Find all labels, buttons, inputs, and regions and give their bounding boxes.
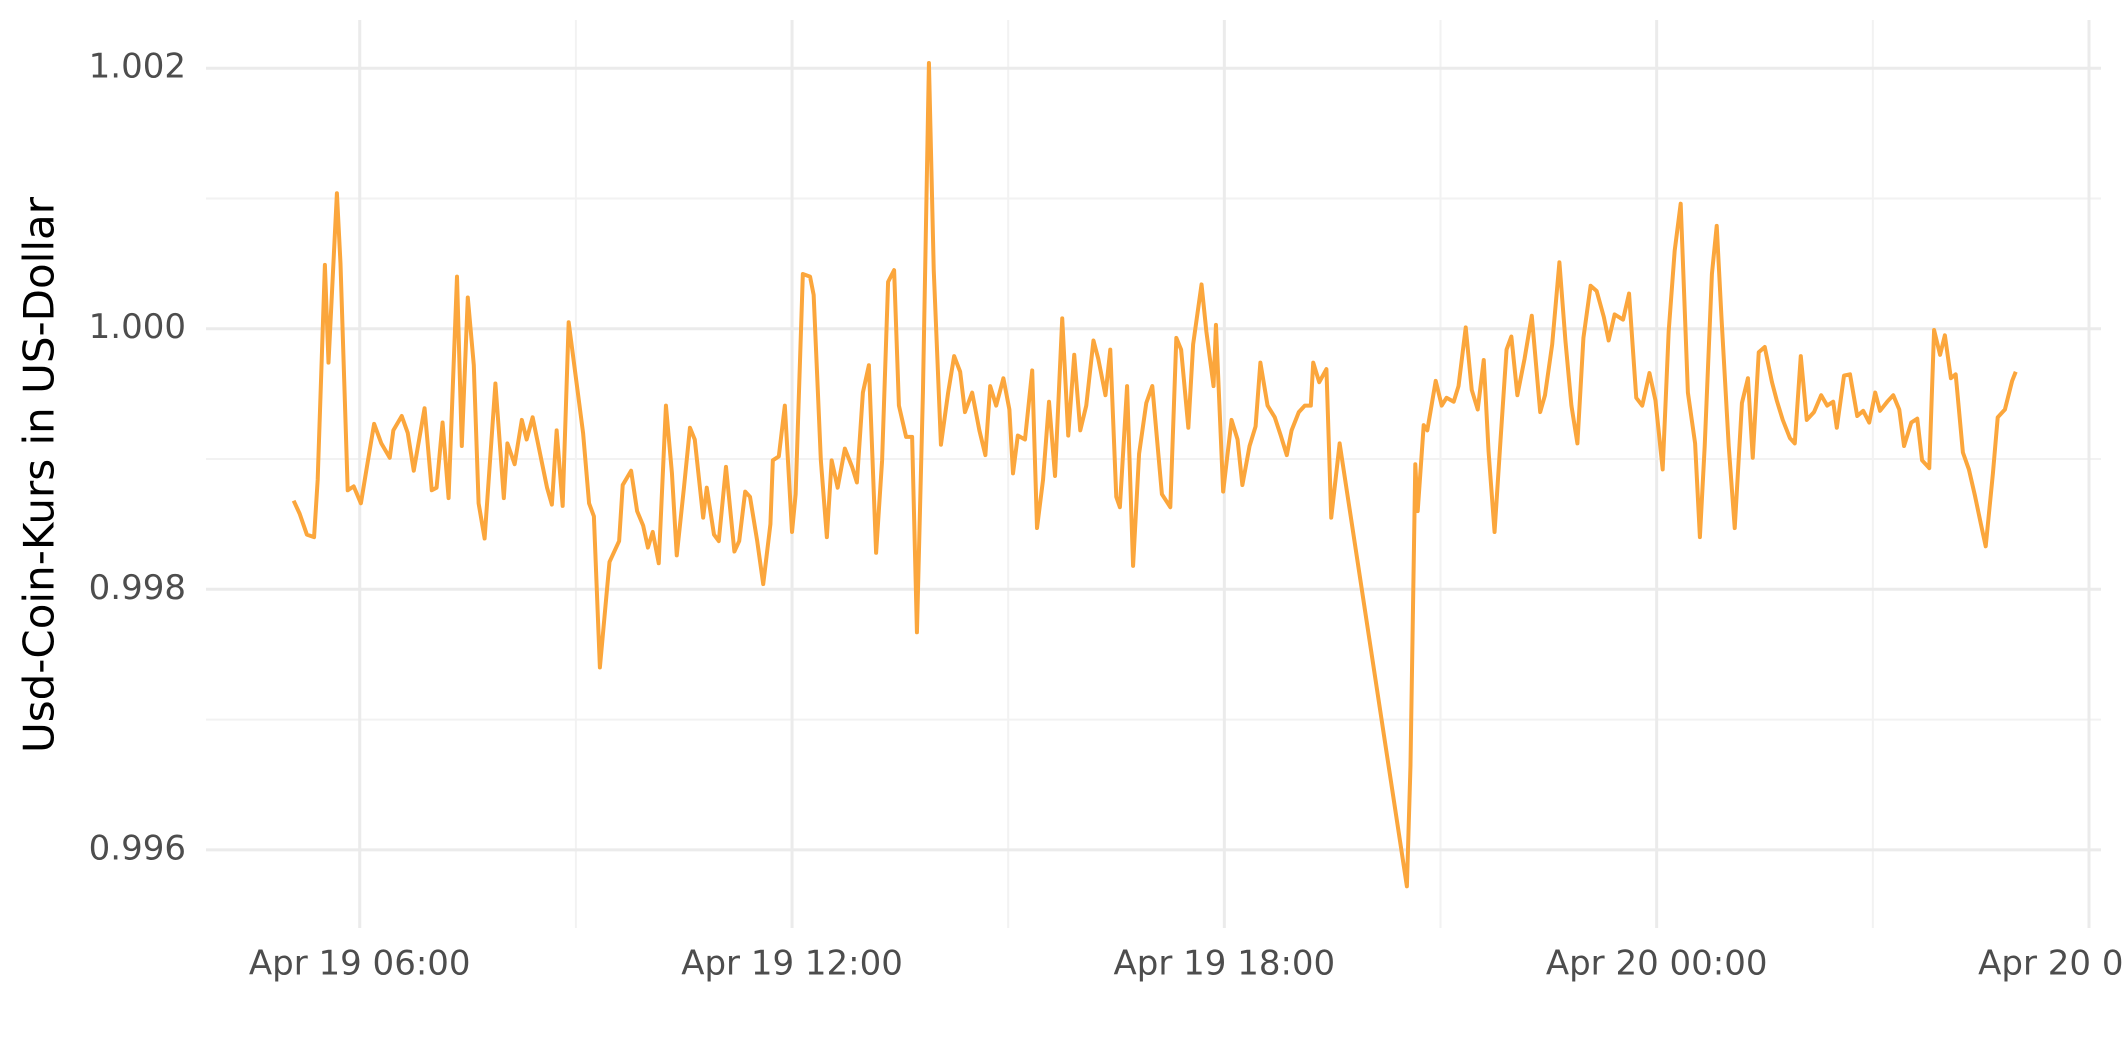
x-tick-label: Apr 19 18:00	[1114, 944, 1336, 984]
y-tick-label: 0.998	[89, 568, 186, 608]
y-tick-label: 1.000	[89, 307, 186, 347]
y-tick-label: 0.996	[89, 828, 186, 868]
y-axis-title: Usd-Coin-Kurs in US-Dollar	[15, 196, 64, 753]
y-tick-label: 1.002	[89, 47, 186, 87]
x-tick-label: Apr 19 12:00	[681, 944, 903, 984]
x-tick-label: Apr 19 06:00	[249, 944, 471, 984]
x-tick-label: Apr 20 06:00	[1978, 944, 2125, 984]
x-tick-label: Apr 20 00:00	[1546, 944, 1768, 984]
price-line	[291, 60, 2018, 889]
